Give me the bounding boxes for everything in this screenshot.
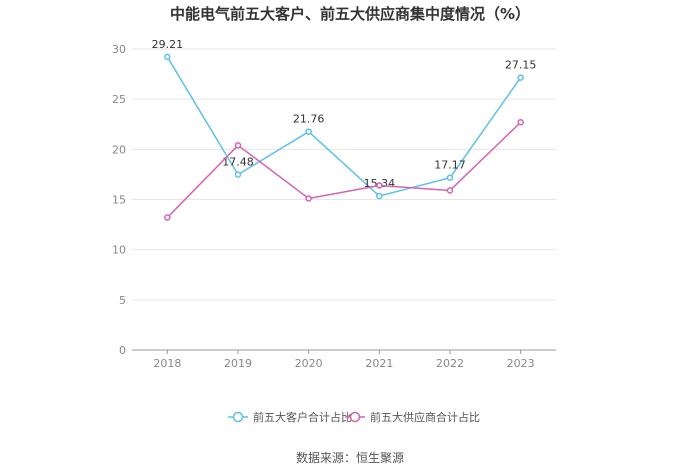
- legend-label: 前五大供应商合计占比: [370, 410, 480, 424]
- series-line: [166, 56, 522, 197]
- x-tick-label: 2018: [153, 357, 181, 370]
- y-tick-label: 15: [112, 194, 126, 207]
- data-point[interactable]: [234, 171, 242, 178]
- x-axis: 2018 2019 2020 2021 2022 2023: [132, 349, 556, 370]
- y-tick-label: 20: [112, 143, 126, 156]
- data-point[interactable]: [446, 174, 454, 181]
- y-tick-label: 10: [112, 244, 126, 257]
- data-point[interactable]: [446, 187, 454, 194]
- y-tick-label: 30: [112, 43, 126, 56]
- series-2: [164, 118, 524, 221]
- data-point[interactable]: [517, 74, 524, 81]
- legend-item-2[interactable]: 前五大供应商合计占比: [345, 410, 480, 424]
- data-label: 17.48: [222, 156, 254, 169]
- data-point[interactable]: [305, 128, 312, 135]
- y-tick-label: 25: [112, 93, 126, 106]
- chart-title: 中能电气前五大客户、前五大供应商集中度情况（%）: [170, 5, 530, 23]
- y-tick-label: 5: [119, 294, 126, 307]
- legend: 前五大客户合计占比 前五大供应商合计占比: [228, 410, 480, 424]
- x-tick-label: 2019: [224, 357, 252, 370]
- legend-label: 前五大客户合计占比: [253, 410, 352, 424]
- data-label: 17.17: [434, 159, 466, 172]
- data-label: 21.76: [293, 113, 325, 126]
- y-axis: 0 5 10 15 20 25 30: [112, 43, 126, 357]
- data-point[interactable]: [376, 192, 383, 200]
- legend-marker: [349, 411, 361, 423]
- x-tick-label: 2022: [436, 357, 464, 370]
- data-label: 27.15: [505, 59, 537, 72]
- x-tick-label: 2021: [365, 357, 393, 370]
- data-point[interactable]: [234, 142, 242, 149]
- grid-lines: [132, 48, 556, 301]
- legend-item-1[interactable]: 前五大客户合计占比: [228, 410, 352, 424]
- y-tick-label: 0: [119, 344, 126, 357]
- data-label: 29.21: [152, 38, 184, 51]
- data-point[interactable]: [517, 118, 524, 126]
- series-line: [166, 121, 522, 219]
- data-point[interactable]: [164, 214, 171, 221]
- x-tick-label: 2020: [295, 357, 323, 370]
- x-tick-label: 2023: [507, 357, 535, 370]
- data-point[interactable]: [305, 195, 312, 202]
- data-point[interactable]: [164, 53, 171, 61]
- data-point[interactable]: [376, 182, 383, 189]
- source-note: 数据来源：恒生聚源: [296, 450, 404, 465]
- legend-marker: [232, 411, 244, 423]
